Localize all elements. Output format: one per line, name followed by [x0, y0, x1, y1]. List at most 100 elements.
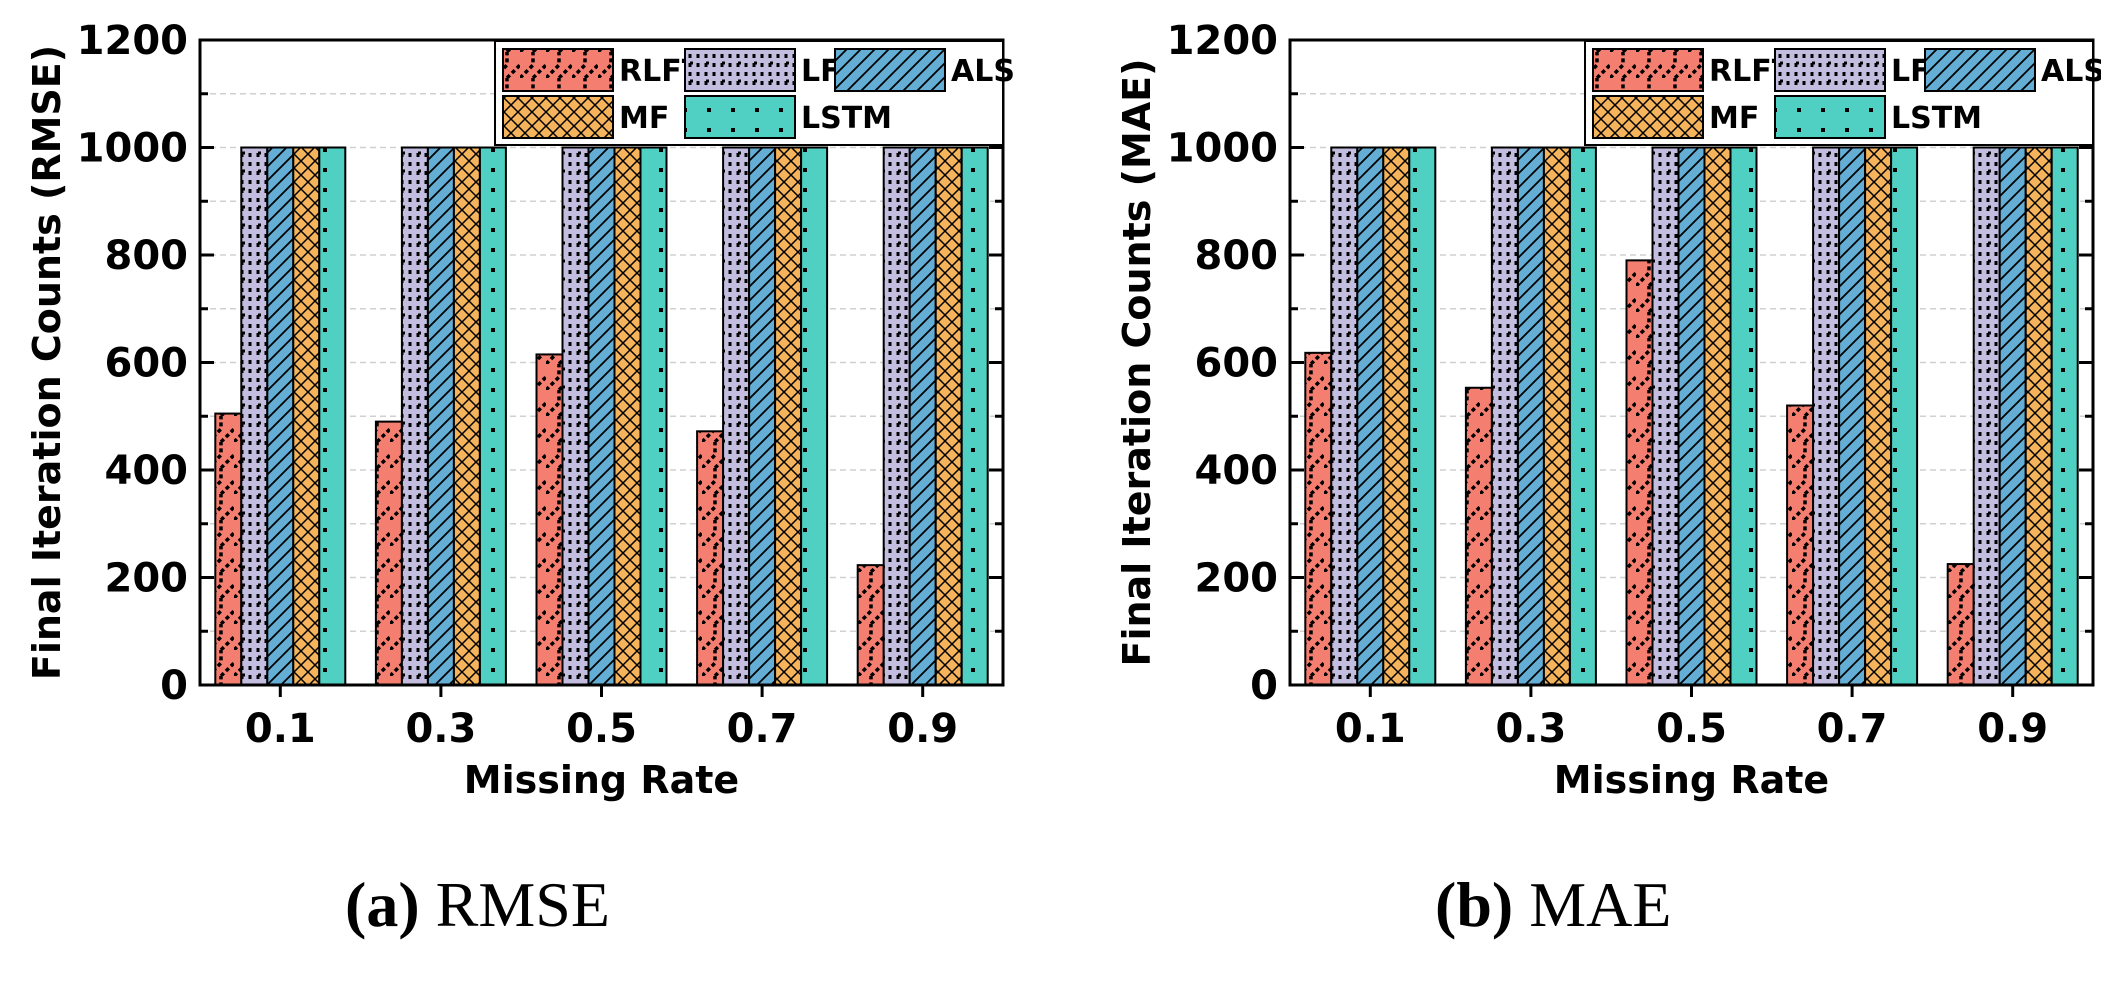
bar-als-0.3: [426, 146, 455, 686]
y-tick-label: 800: [105, 233, 189, 279]
caption-a: (a) RMSE: [345, 868, 610, 942]
bar-als-0.5: [587, 146, 616, 686]
legend-label-als: ALS: [2041, 54, 2101, 89]
chart-mae: 0 200 400 600 800 1000 1200 0.1 0.3 0.5 0.7 0.9 Miss…: [1115, 18, 2101, 802]
legend-swatch-rlft: [1592, 48, 1704, 92]
bar-rlft-0.9: [856, 564, 885, 687]
x-tick-label: 0.7: [727, 706, 798, 752]
legend-swatch-als: [1924, 48, 2036, 92]
bar-als-0.7: [1838, 146, 1867, 686]
x-tick-label: 0.1: [1335, 706, 1406, 752]
bar-mf-0.7: [774, 146, 803, 686]
bar-lft-0.5: [1651, 146, 1680, 686]
bar-lft-0.5: [561, 146, 590, 686]
x-tick-label: 0.3: [1495, 706, 1566, 752]
y-tick-label: 200: [1195, 556, 1279, 602]
caption-b: (b) MAE: [1435, 868, 1671, 942]
bar-lft-0.9: [1972, 146, 2001, 686]
y-tick-label: 200: [105, 556, 189, 602]
y-tick-label: 1200: [1167, 18, 1278, 64]
legend-swatch-lft: [1774, 48, 1886, 92]
bar-lstm-0.5: [639, 146, 668, 686]
y-tick-label: 0: [160, 663, 188, 709]
bar-lft-0.7: [722, 146, 751, 686]
y-tick-label: 400: [1195, 448, 1279, 494]
bar-lstm-0.9: [960, 146, 989, 686]
bar-als-0.1: [1356, 146, 1385, 686]
bar-rlft-0.3: [374, 420, 403, 686]
bar-lft-0.1: [240, 146, 269, 686]
y-tick-label: 1000: [1167, 126, 1278, 172]
bar-rlft-0.5: [535, 353, 564, 686]
legend-swatch-lstm: [1774, 95, 1886, 139]
bar-mf-0.5: [613, 146, 642, 686]
y-tick-label: 600: [105, 341, 189, 387]
x-tick-label: 0.7: [1817, 706, 1888, 752]
bar-rlft-0.3: [1464, 386, 1493, 686]
bar-als-0.1: [266, 146, 295, 686]
legend-label-mf: MF: [619, 101, 669, 136]
bar-mf-0.9: [2024, 146, 2053, 686]
caption-b-text: MAE: [1529, 869, 1672, 940]
y-tick-label: 1200: [77, 18, 188, 64]
bar-lft-0.1: [1330, 146, 1359, 686]
bar-lft-0.9: [882, 146, 911, 686]
bar-rlft-0.5: [1625, 259, 1654, 686]
bar-lft-0.3: [400, 146, 429, 686]
caption-a-letter: (a): [345, 869, 420, 940]
x-tick-label: 0.5: [566, 706, 637, 752]
bar-mf-0.1: [292, 146, 321, 686]
legend-label-lstm: LSTM: [1891, 101, 1982, 136]
x-axis-title: Missing Rate: [1554, 758, 1829, 802]
legend-swatch-als: [834, 48, 946, 92]
bar-mf-0.9: [934, 146, 963, 686]
x-tick-label: 0.9: [1977, 706, 2048, 752]
x-tick-label: 0.1: [245, 706, 316, 752]
legend-label-als: ALS: [951, 54, 1015, 89]
x-tick-label: 0.3: [405, 706, 476, 752]
bar-lstm-0.3: [478, 146, 507, 686]
bar-lft-0.7: [1812, 146, 1841, 686]
bar-lstm-0.3: [1568, 146, 1597, 686]
y-tick-label: 800: [1195, 233, 1279, 279]
bar-lstm-0.7: [800, 146, 829, 686]
legend-swatch-lft: [684, 48, 796, 92]
y-tick-label: 0: [1250, 663, 1278, 709]
x-tick-label: 0.5: [1656, 706, 1727, 752]
y-axis-title: Final Iteration Counts (RMSE): [25, 45, 69, 680]
legend-swatch-mf: [502, 95, 614, 139]
bar-als-0.9: [1998, 146, 2027, 686]
bar-rlft-0.1: [214, 412, 243, 686]
y-tick-label: 400: [105, 448, 189, 494]
x-axis-title: Missing Rate: [464, 758, 739, 802]
bar-lstm-0.9: [2050, 146, 2079, 686]
bar-rlft-0.9: [1946, 563, 1975, 686]
legend-label-lstm: LSTM: [801, 101, 892, 136]
legend-label-mf: MF: [1709, 101, 1759, 136]
bar-lft-0.3: [1490, 146, 1519, 686]
bar-lstm-0.1: [318, 146, 347, 686]
legend-swatch-rlft: [502, 48, 614, 92]
bar-mf-0.3: [452, 146, 481, 686]
bar-mf-0.7: [1864, 146, 1893, 686]
bar-mf-0.5: [1703, 146, 1732, 686]
x-tick-label: 0.9: [887, 706, 958, 752]
bar-lstm-0.1: [1408, 146, 1437, 686]
bar-lstm-0.5: [1729, 146, 1758, 686]
bar-mf-0.3: [1542, 146, 1571, 686]
chart-rmse: 0 200 400 600 800 1000 1200 0.1 0.3 0.5 0.7 0.9 Miss…: [25, 18, 1015, 802]
caption-b-letter: (b): [1435, 869, 1514, 940]
caption-a-text: RMSE: [435, 869, 610, 940]
bar-rlft-0.7: [1786, 404, 1815, 686]
bar-mf-0.1: [1382, 146, 1411, 686]
bar-rlft-0.7: [696, 430, 725, 686]
y-axis-title: Final Iteration Counts (MAE): [1115, 59, 1159, 667]
bar-als-0.5: [1677, 146, 1706, 686]
bar-als-0.9: [908, 146, 937, 686]
bar-lstm-0.7: [1890, 146, 1919, 686]
bar-als-0.7: [748, 146, 777, 686]
bar-rlft-0.1: [1304, 351, 1333, 686]
